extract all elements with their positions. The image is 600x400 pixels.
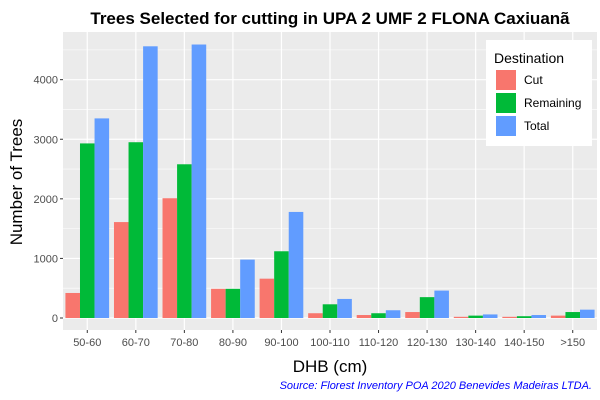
legend-title: Destination (494, 50, 564, 66)
x-tick-label: 130-140 (455, 337, 495, 349)
legend-key-total (496, 116, 516, 136)
bar-cut-2 (162, 198, 178, 318)
y-tick-label: 1000 (34, 253, 58, 265)
y-axis-ticks: 0 1000 2000 3000 4000 (34, 75, 63, 325)
y-tick-label: 3000 (34, 134, 58, 146)
bar-remaining-6 (371, 313, 386, 318)
bar-cut-9 (502, 316, 517, 318)
bar-total-0 (94, 118, 110, 318)
legend-label-cut: Cut (524, 73, 543, 87)
legend: Destination Cut Remaining Total (486, 40, 592, 146)
bar-total-3 (240, 259, 255, 318)
bar-cut-10 (550, 315, 566, 318)
source-caption: Source: Florest Inventory POA 2020 Benev… (280, 380, 592, 392)
x-tick-label: 120-130 (407, 337, 447, 349)
bar-cut-0 (65, 292, 80, 318)
bar-total-7 (434, 290, 449, 318)
y-axis-label: Number of Trees (7, 119, 26, 246)
bar-remaining-9 (516, 316, 532, 318)
x-tick-label: 70-80 (170, 337, 198, 349)
x-tick-label: 100-110 (310, 337, 350, 349)
bar-remaining-1 (128, 142, 144, 318)
y-tick-label: 2000 (34, 194, 58, 206)
bar-remaining-10 (565, 312, 581, 318)
y-tick-label: 4000 (34, 75, 58, 87)
bar-total-2 (191, 44, 207, 318)
bar-remaining-8 (468, 315, 483, 318)
bar-remaining-2 (177, 164, 192, 318)
x-tick-label: 110-120 (359, 337, 399, 349)
x-tick-label: >150 (560, 337, 585, 349)
bar-remaining-7 (419, 297, 435, 318)
bar-remaining-0 (79, 143, 95, 318)
x-tick-label: 80-90 (219, 337, 247, 349)
x-tick-label: 60-70 (122, 337, 150, 349)
x-axis-label: DHB (cm) (293, 357, 368, 376)
bar-cut-6 (356, 315, 372, 318)
legend-key-cut (496, 70, 516, 90)
x-axis-ticks: 50-60 60-70 70-80 80-90 90-100 100-110 110-120… (73, 330, 585, 349)
bars (65, 44, 595, 319)
legend-label-total: Total (524, 119, 549, 133)
bar-total-9 (531, 315, 547, 318)
chart-title: Trees Selected for cutting in UPA 2 UMF … (90, 9, 570, 28)
x-tick-label: 90-100 (264, 337, 298, 349)
legend-label-remaining: Remaining (524, 96, 581, 110)
bar-total-6 (385, 310, 401, 318)
bar-cut-8 (453, 316, 469, 318)
bar-cut-3 (211, 288, 226, 318)
bar-cut-7 (405, 312, 420, 318)
bar-remaining-4 (274, 251, 289, 318)
bar-cut-1 (113, 222, 129, 318)
x-tick-label: 50-60 (73, 337, 101, 349)
bar-total-8 (482, 314, 498, 318)
bar-total-5 (337, 298, 352, 318)
bar-cut-5 (308, 313, 323, 318)
y-tick-label: 0 (52, 313, 58, 325)
bar-remaining-5 (322, 304, 338, 318)
legend-key-remaining (496, 93, 516, 113)
x-tick-label: 140-150 (504, 337, 544, 349)
bar-total-4 (288, 211, 304, 318)
bar-cut-4 (259, 278, 275, 318)
bar-total-1 (143, 46, 158, 319)
bar-remaining-3 (225, 288, 241, 318)
bar-total-10 (580, 309, 595, 318)
